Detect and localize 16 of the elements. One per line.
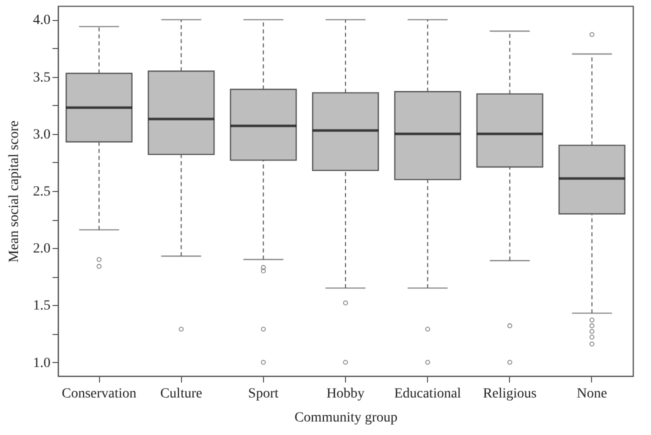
x-tick-label: Hobby: [326, 386, 365, 402]
x-tick-label: Educational: [394, 386, 462, 402]
y-axis-title: Mean social capital score: [7, 120, 22, 262]
x-tick-label: Sport: [248, 386, 279, 402]
y-tick-label: 1.0: [33, 356, 50, 371]
y-tick-label: 3.5: [33, 70, 50, 86]
y-tick-label: 3.0: [33, 127, 50, 142]
x-tick-label: Religious: [482, 386, 537, 402]
y-tick-label: 2.5: [33, 184, 50, 200]
x-tick-label: None: [576, 386, 608, 402]
x-tick-label: Conservation: [62, 386, 136, 402]
y-tick-label: 4.0: [33, 13, 50, 28]
y-tick-label: 1.5: [33, 298, 50, 314]
x-tick-label: Culture: [160, 386, 202, 402]
y-tick-label: 2.0: [33, 242, 50, 257]
x-axis-title: Community group: [294, 410, 398, 426]
